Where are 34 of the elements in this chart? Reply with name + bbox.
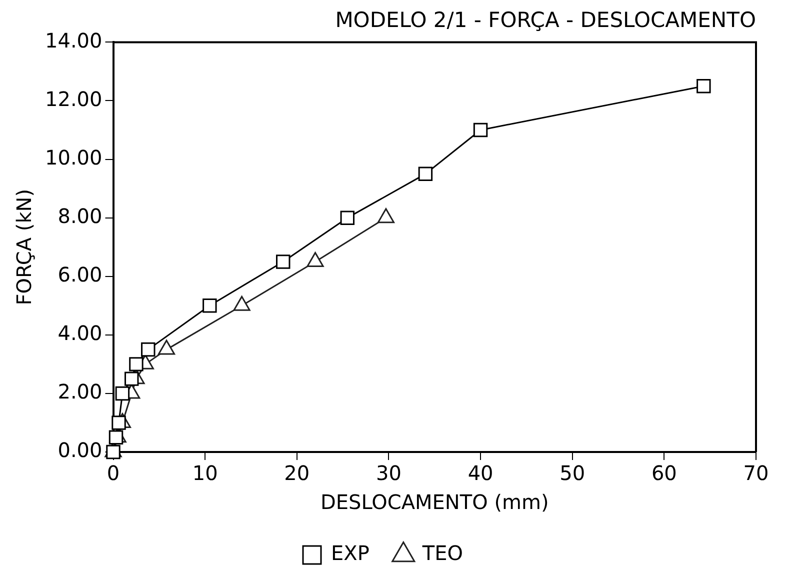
x-tick-label: 70 [743,461,769,486]
point [418,166,433,182]
point [202,298,217,313]
point [115,386,130,401]
point [108,430,124,444]
x-tick-label: 30 [376,461,402,486]
x-tick-label: 40 [468,461,494,486]
y-tick-label: 12.00 [44,86,102,111]
point [129,357,144,372]
y-tick-label: 0.00 [58,438,102,462]
point [112,416,126,430]
point [276,254,290,269]
x-tick-label: 0 [106,461,120,486]
y-axis-title: FORÇA (kN) [12,188,36,306]
point [473,122,488,138]
y-tick-label: 10.00 [44,145,102,170]
y-tick-label: 4.00 [58,321,102,346]
x-tick-label: 20 [284,461,310,486]
point [124,372,139,386]
point [696,78,711,94]
x-tick-label: 60 [651,461,677,486]
y-tick-label: 2.00 [58,380,102,404]
chart-title: MODELO 2/1 - FORÇA - DESLOCAMENTO [335,8,756,32]
x-tick-label: 50 [560,461,586,486]
y-tick-label: 8.00 [58,204,102,228]
x-axis-title: DESLOCAMENTO (mm) [320,490,549,514]
y-tick-label: 6.00 [58,262,102,287]
x-tick-label: 10 [192,461,218,486]
y-tick-label: 14.00 [44,28,102,52]
point [106,444,120,460]
legend-label: TEO [421,541,464,566]
point [141,342,156,357]
legend-label: EXP [331,541,370,566]
point [340,210,355,225]
